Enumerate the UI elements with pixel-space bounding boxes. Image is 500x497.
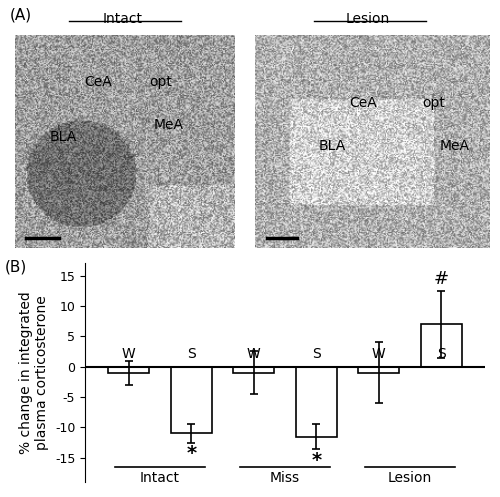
Text: #: # xyxy=(434,270,449,288)
Text: Lesion: Lesion xyxy=(346,12,390,26)
Bar xyxy=(234,367,274,373)
Text: S: S xyxy=(312,346,320,361)
Bar xyxy=(171,367,211,433)
Bar xyxy=(108,367,149,373)
Text: W: W xyxy=(122,346,136,361)
Text: MeA: MeA xyxy=(154,118,184,132)
Text: (A): (A) xyxy=(10,7,32,22)
Text: BLA: BLA xyxy=(50,130,77,144)
Text: *: * xyxy=(186,444,196,463)
Bar xyxy=(358,367,399,373)
Text: Miss: Miss xyxy=(270,471,300,485)
Text: CeA: CeA xyxy=(349,96,377,110)
Text: MeA: MeA xyxy=(440,139,470,153)
Y-axis label: % change in integrated
plasma corticosterone: % change in integrated plasma corticoste… xyxy=(19,291,50,454)
Text: opt: opt xyxy=(149,75,172,89)
Text: W: W xyxy=(247,346,260,361)
Text: S: S xyxy=(437,346,446,361)
Text: BLA: BLA xyxy=(319,139,346,153)
Text: (B): (B) xyxy=(5,259,27,274)
Text: Lesion: Lesion xyxy=(388,471,432,485)
Bar xyxy=(296,367,337,436)
Bar xyxy=(421,324,462,367)
Text: Intact: Intact xyxy=(102,12,142,26)
Text: CeA: CeA xyxy=(84,75,112,89)
Text: *: * xyxy=(311,450,322,470)
Text: Intact: Intact xyxy=(140,471,180,485)
Text: W: W xyxy=(372,346,386,361)
Text: opt: opt xyxy=(422,96,445,110)
Text: S: S xyxy=(187,346,196,361)
